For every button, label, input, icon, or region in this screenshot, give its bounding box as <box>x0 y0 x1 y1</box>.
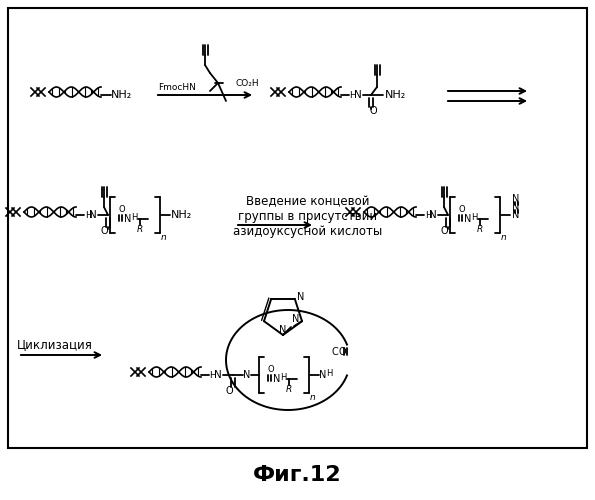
Text: Фиг.12: Фиг.12 <box>253 465 342 485</box>
Text: O: O <box>338 347 346 357</box>
Text: n: n <box>501 234 507 242</box>
Text: Циклизация: Циклизация <box>17 338 93 351</box>
Text: N: N <box>512 194 519 204</box>
Text: C: C <box>331 347 339 357</box>
Text: H: H <box>471 212 477 222</box>
Text: H: H <box>425 210 431 220</box>
Text: NH₂: NH₂ <box>171 210 193 220</box>
Text: N: N <box>89 210 97 220</box>
Text: R: R <box>477 224 483 234</box>
Text: N: N <box>464 214 472 224</box>
Bar <box>8 8 587 448</box>
Text: O: O <box>225 386 233 396</box>
Text: N: N <box>320 370 327 380</box>
Text: R: R <box>137 224 143 234</box>
Text: N: N <box>279 325 287 335</box>
Text: O: O <box>268 364 274 374</box>
Text: Введение концевой
группы в присутствии
азидоуксусной кислоты: Введение концевой группы в присутствии а… <box>233 195 383 238</box>
Text: n: n <box>310 394 316 402</box>
Text: N: N <box>512 202 519 212</box>
Text: O: O <box>369 106 377 116</box>
Text: N: N <box>243 370 250 380</box>
Text: O: O <box>100 226 108 236</box>
Text: NH₂: NH₂ <box>111 90 133 100</box>
Text: N: N <box>214 370 222 380</box>
Text: H: H <box>326 368 332 378</box>
Text: CO₂H: CO₂H <box>236 78 259 88</box>
Text: H: H <box>84 210 92 220</box>
Text: O: O <box>440 226 448 236</box>
Text: N: N <box>292 314 300 324</box>
Text: R: R <box>286 384 292 394</box>
Text: O: O <box>118 204 126 214</box>
Text: N: N <box>124 214 131 224</box>
Text: H: H <box>350 90 356 100</box>
Text: H: H <box>131 212 137 222</box>
Text: O: O <box>459 204 465 214</box>
Text: H: H <box>209 370 217 380</box>
Text: FmocHN: FmocHN <box>158 82 196 92</box>
Text: N: N <box>273 374 281 384</box>
Text: N: N <box>354 90 362 100</box>
Text: n: n <box>161 234 167 242</box>
Text: N: N <box>297 292 305 302</box>
Text: N: N <box>512 210 519 220</box>
Text: N: N <box>429 210 437 220</box>
Text: H: H <box>280 372 286 382</box>
Text: NH₂: NH₂ <box>384 90 406 100</box>
